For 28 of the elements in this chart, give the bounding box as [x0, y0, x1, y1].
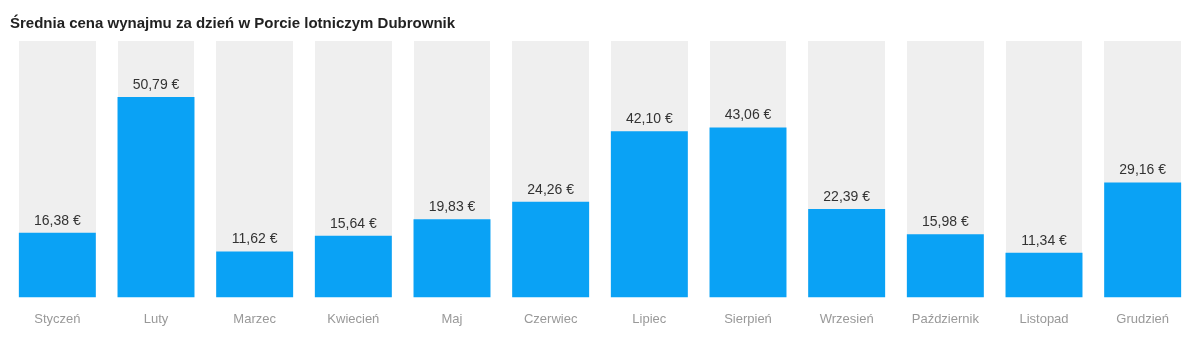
x-tick-label: Kwiecień: [327, 310, 380, 326]
bar: [216, 251, 294, 298]
data-label: 15,98 €: [921, 213, 969, 230]
data-label: 11,34 €: [1021, 231, 1068, 248]
x-tick-label: Grudzień: [1116, 310, 1170, 326]
chart-title: Średnia cena wynajmu za dzień w Porcie lotniczym Dubrownik: [9, 13, 457, 33]
data-label: 24,26 €: [527, 180, 575, 197]
data-label: 29,16 €: [1119, 161, 1167, 178]
x-tick-label: Listopad: [1019, 310, 1069, 326]
data-label: 15,64 €: [329, 214, 377, 231]
data-label: 50,79 €: [132, 75, 180, 92]
x-tick-label: Wrzesień: [819, 310, 874, 326]
x-tick-label: Czerwiec: [523, 310, 578, 326]
data-label: 19,83 €: [428, 198, 476, 215]
x-tick-label: Maj: [441, 310, 463, 326]
data-label: 22,39 €: [823, 187, 871, 204]
x-tick-label: Październik: [911, 310, 980, 326]
x-tick-label: Sierpień: [724, 310, 772, 326]
data-label: 16,38 €: [33, 211, 81, 228]
data-label: 42,10 €: [625, 110, 673, 127]
bar: [1005, 252, 1083, 298]
data-label: 11,62 €: [231, 230, 278, 247]
x-tick-label: Luty: [143, 310, 169, 326]
x-tick-label: Lipiec: [632, 310, 667, 326]
x-tick-label: Styczeń: [34, 310, 81, 326]
x-tick-label: Marzec: [233, 310, 277, 326]
data-label: 43,06 €: [724, 106, 772, 123]
bar: [314, 235, 392, 298]
